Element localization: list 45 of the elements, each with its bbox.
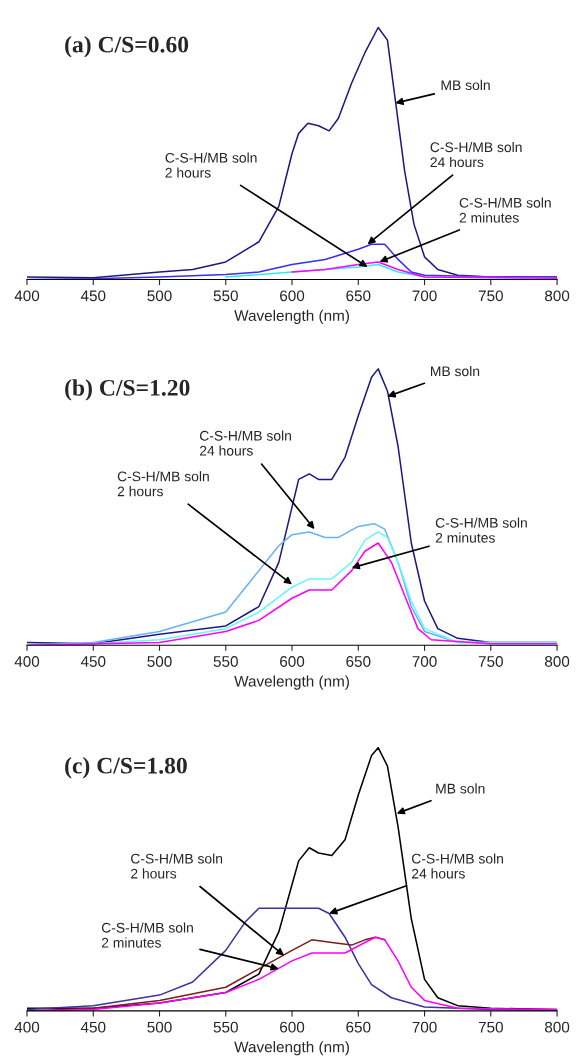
x-tick-label: 500	[147, 1021, 172, 1033]
annotation: C-S-H/MB soln 24 hours	[199, 430, 291, 456]
chart-title: (c) C/S=1.80	[65, 756, 187, 779]
x-tick-label: 650	[346, 290, 371, 302]
annotation: MB soln	[441, 79, 490, 91]
annotation: C-S-H/MB soln 2 hours	[117, 471, 209, 497]
x-tick-label: 750	[478, 656, 503, 667]
x-tick-label: 550	[213, 656, 238, 667]
x-axis-title: Wavelength (nm)	[234, 675, 349, 690]
chart-title: (b) C/S=1.20	[65, 379, 190, 401]
annotation: C-S-H/MB soln 2 minutes	[435, 517, 527, 543]
x-tick-label: 600	[280, 1021, 305, 1033]
x-tick-label: 700	[412, 290, 437, 302]
x-tick-label: 700	[412, 656, 437, 667]
x-tick-label: 500	[147, 656, 172, 667]
annotation: MB soln	[436, 783, 485, 794]
x-axis-title: Wavelength (nm)	[234, 309, 349, 325]
x-tick-label: 400	[14, 656, 40, 667]
x-tick-label: 400	[14, 1021, 40, 1033]
annotation: MB soln	[430, 365, 480, 377]
x-tick-label: 750	[478, 1021, 503, 1033]
x-tick-label: 650	[346, 656, 371, 667]
x-tick-label: 800	[544, 656, 570, 667]
x-tick-label: 550	[213, 290, 238, 302]
x-tick-label: 400	[14, 290, 40, 302]
annotation: C-S-H/MB soln 24 hours	[430, 141, 522, 168]
chart-title: (a) C/S=0.60	[65, 35, 189, 58]
x-tick-label: 750	[478, 290, 503, 302]
x-tick-label: 700	[412, 1021, 437, 1033]
x-tick-label: 800	[544, 290, 570, 302]
x-tick-label: 450	[80, 1021, 106, 1033]
x-tick-label: 600	[280, 290, 305, 302]
x-tick-label: 450	[80, 290, 106, 302]
x-tick-label: 800	[544, 1021, 570, 1033]
x-tick-label: 450	[80, 656, 106, 667]
annotation: C-S-H/MB soln 2 minutes	[459, 197, 551, 223]
x-tick-label: 650	[346, 1021, 371, 1033]
annotation: C-S-H/MB soln 2 hours	[131, 853, 223, 879]
annotation: C-S-H/MB soln 2 minutes	[101, 922, 193, 948]
x-axis-title: Wavelength (nm)	[234, 1041, 349, 1056]
annotation: C-S-H/MB soln 2 hours	[165, 152, 257, 178]
x-tick-label: 500	[147, 290, 172, 302]
annotation: C-S-H/MB soln 24 hours	[411, 853, 503, 879]
x-tick-label: 600	[280, 656, 305, 667]
x-tick-label: 550	[213, 1021, 238, 1033]
